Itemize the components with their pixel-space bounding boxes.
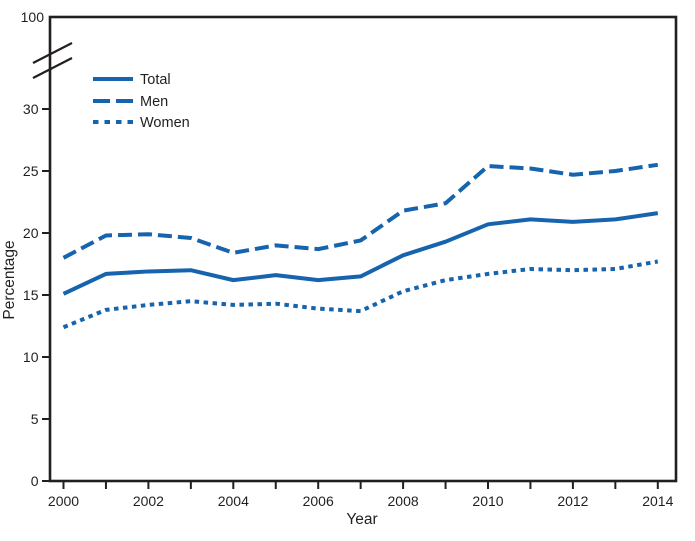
- x-tick-label-2006: 2006: [303, 493, 334, 509]
- x-tick-label-2010: 2010: [472, 493, 503, 509]
- y-axis-title: Percentage: [1, 240, 18, 319]
- series-line-total: [62, 211, 659, 296]
- plot-frame: [48, 15, 678, 483]
- axis-break-marks: [32, 42, 73, 79]
- series-line-men: [62, 162, 659, 260]
- axis-break-slash-1: [32, 42, 73, 64]
- x-tick-label-2014: 2014: [642, 493, 673, 509]
- x-axis: 2000 2002 2004 2006 2008 2010 2012 2014: [48, 481, 674, 509]
- y-tick-label-20: 20: [23, 225, 39, 241]
- y-tick-label-15: 15: [23, 287, 39, 303]
- x-tick-label-2000: 2000: [48, 493, 79, 509]
- x-tick-label-2004: 2004: [218, 493, 249, 509]
- x-axis-title: Year: [346, 511, 377, 528]
- y-tick-label-10: 10: [23, 349, 39, 365]
- y-axis: 0 5 10 15 20 25 30: [23, 101, 50, 489]
- y-tick-label-0: 0: [31, 473, 39, 489]
- y-tick-label-30: 30: [23, 101, 39, 117]
- y-tick-label-25: 25: [23, 163, 39, 179]
- plot-frame-border: [48, 15, 678, 483]
- x-tick-label-2008: 2008: [388, 493, 419, 509]
- y-tick-label-100: 100: [21, 9, 45, 25]
- x-tick-label-2012: 2012: [557, 493, 588, 509]
- legend-label-women: Women: [140, 115, 190, 131]
- series-line-women: [62, 259, 659, 330]
- legend-label-total: Total: [140, 72, 171, 88]
- y-tick-label-5: 5: [31, 411, 39, 427]
- legend-label-men: Men: [140, 94, 168, 110]
- x-tick-label-2002: 2002: [133, 493, 164, 509]
- series-lines: [62, 162, 659, 330]
- legend: Total Men Women: [93, 72, 190, 131]
- axis-break-slash-2: [32, 57, 73, 79]
